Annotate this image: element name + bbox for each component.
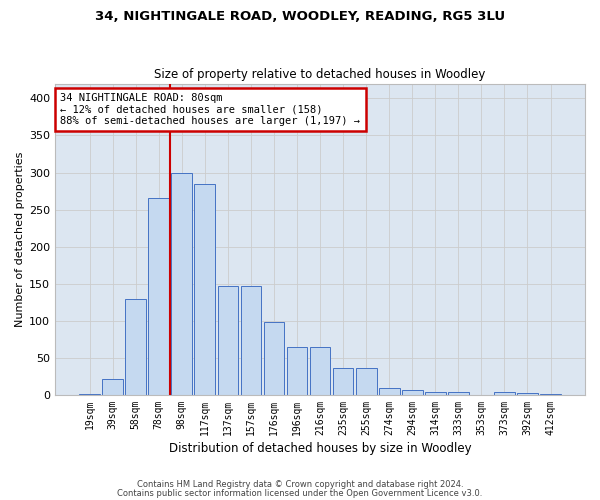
Bar: [425, 392, 446, 395]
Bar: [263, 322, 284, 395]
Bar: [540, 394, 561, 395]
Text: 34 NIGHTINGALE ROAD: 80sqm
← 12% of detached houses are smaller (158)
88% of sem: 34 NIGHTINGALE ROAD: 80sqm ← 12% of deta…: [61, 93, 361, 126]
Bar: [333, 368, 353, 395]
Bar: [125, 298, 146, 395]
Bar: [402, 390, 422, 395]
Bar: [287, 347, 307, 395]
Bar: [194, 184, 215, 395]
X-axis label: Distribution of detached houses by size in Woodley: Distribution of detached houses by size …: [169, 442, 472, 455]
Bar: [241, 286, 262, 395]
Y-axis label: Number of detached properties: Number of detached properties: [15, 152, 25, 327]
Text: Contains public sector information licensed under the Open Government Licence v3: Contains public sector information licen…: [118, 489, 482, 498]
Bar: [310, 347, 331, 395]
Bar: [218, 286, 238, 395]
Bar: [172, 172, 192, 395]
Bar: [517, 392, 538, 395]
Bar: [79, 394, 100, 395]
Text: Contains HM Land Registry data © Crown copyright and database right 2024.: Contains HM Land Registry data © Crown c…: [137, 480, 463, 489]
Bar: [494, 392, 515, 395]
Bar: [448, 392, 469, 395]
Text: 34, NIGHTINGALE ROAD, WOODLEY, READING, RG5 3LU: 34, NIGHTINGALE ROAD, WOODLEY, READING, …: [95, 10, 505, 23]
Bar: [102, 378, 123, 395]
Bar: [379, 388, 400, 395]
Bar: [356, 368, 377, 395]
Title: Size of property relative to detached houses in Woodley: Size of property relative to detached ho…: [154, 68, 486, 81]
Bar: [148, 198, 169, 395]
